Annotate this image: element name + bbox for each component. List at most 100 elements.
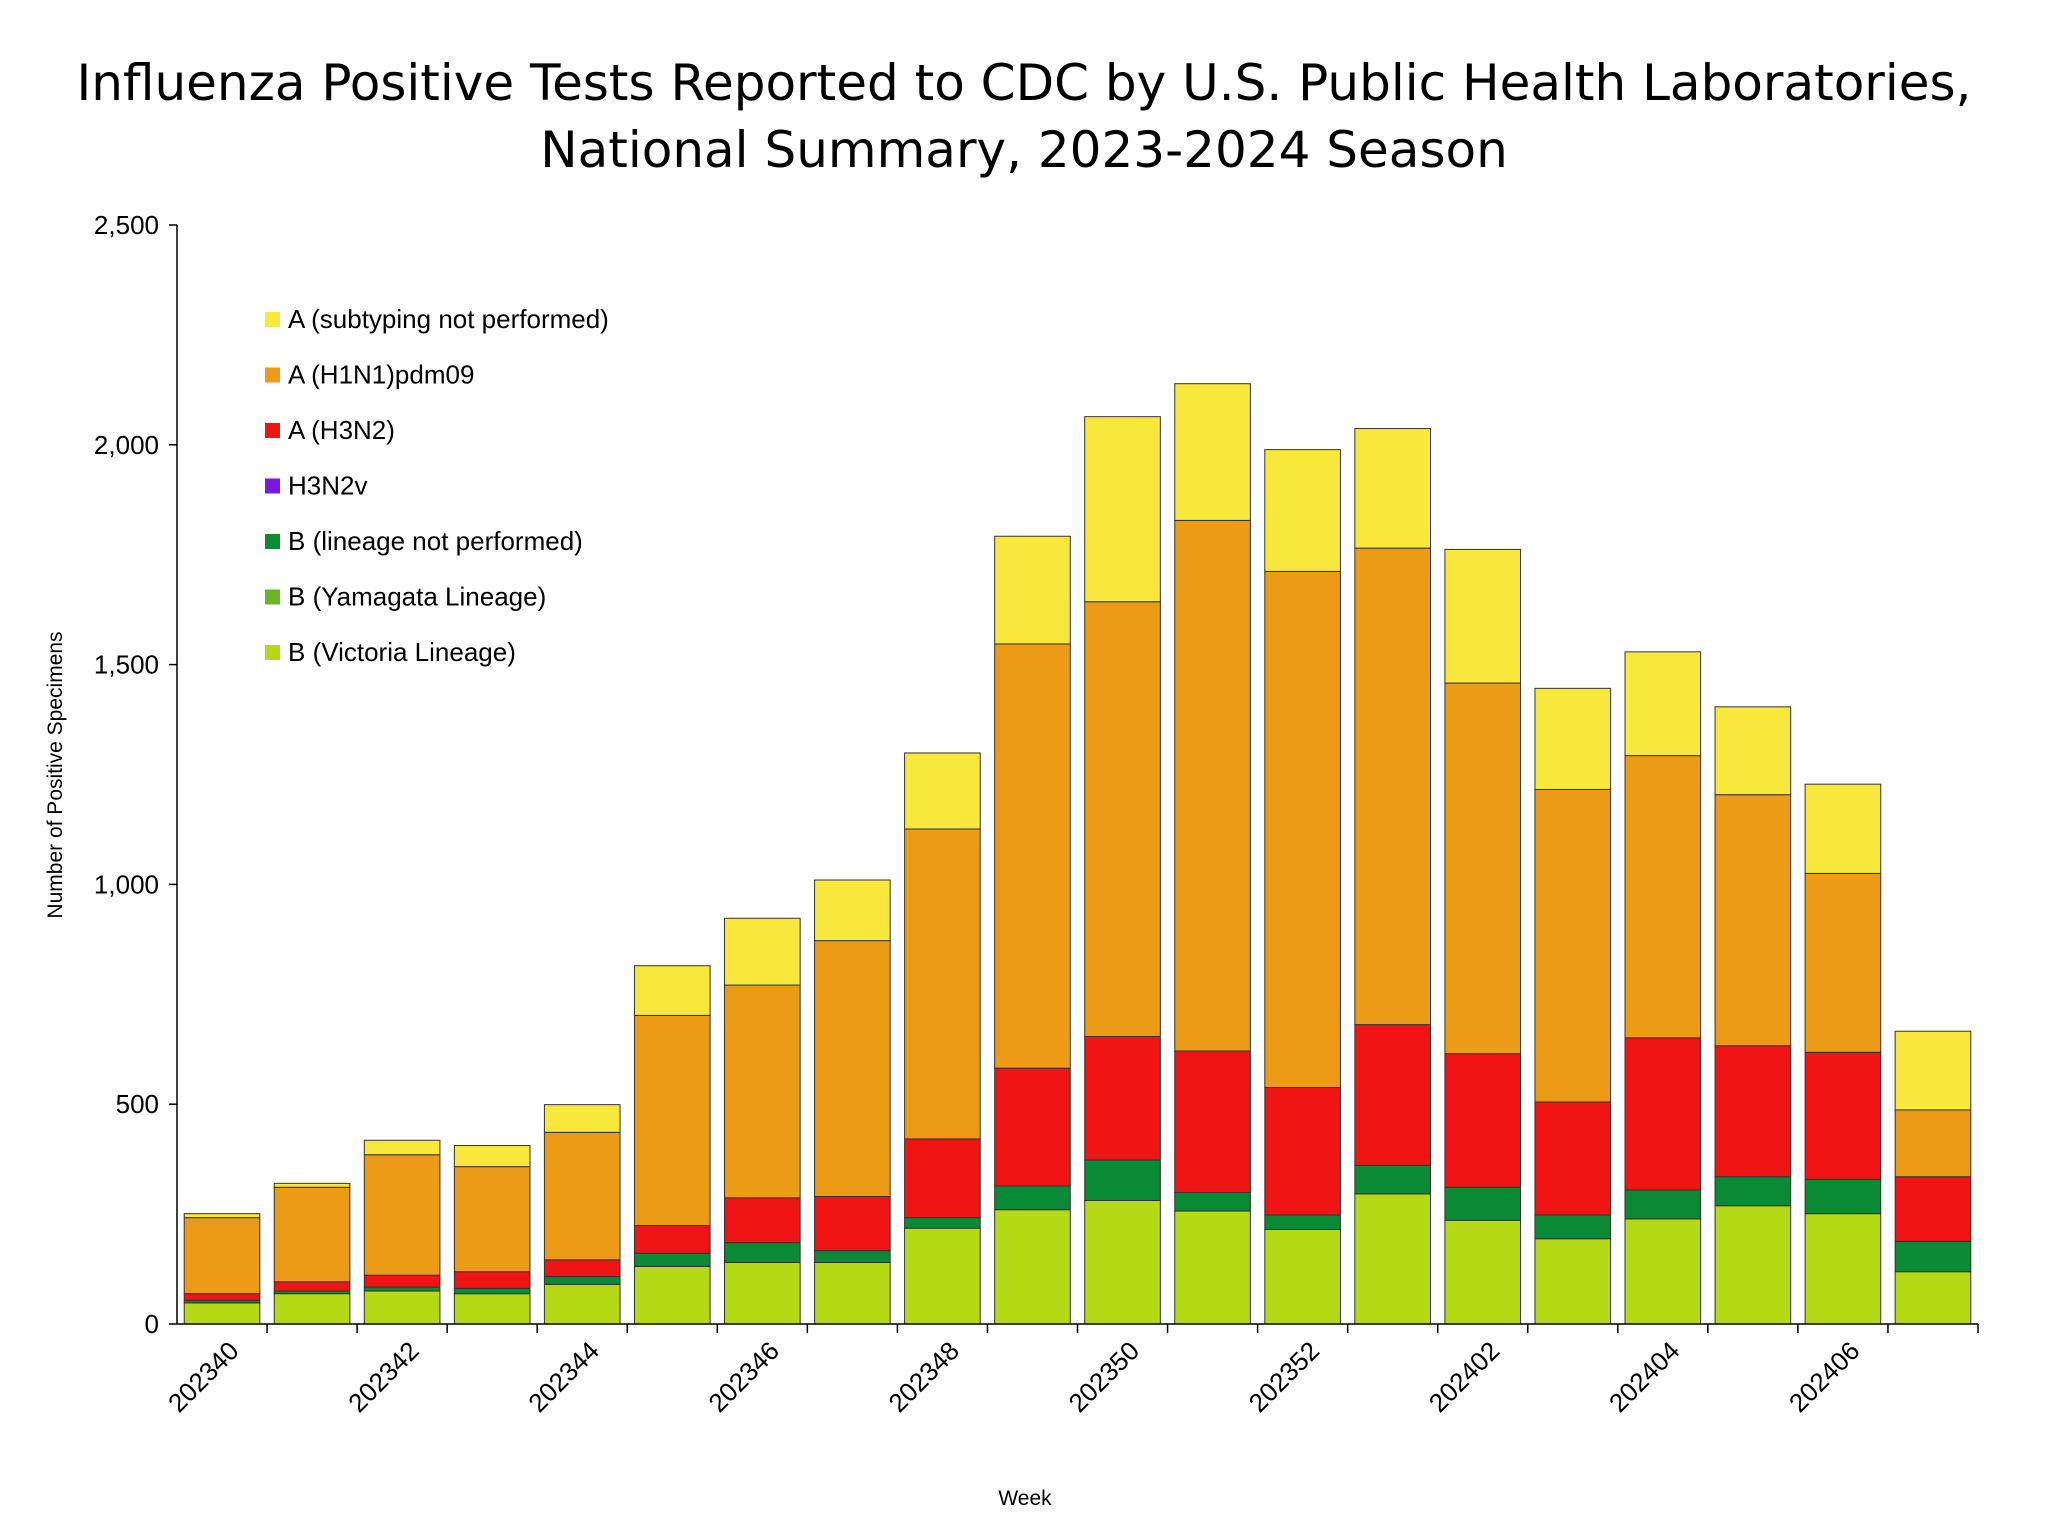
bar-segment bbox=[363, 1154, 441, 1276]
legend-swatch bbox=[265, 645, 280, 660]
legend-swatch bbox=[265, 367, 280, 383]
bar-segment bbox=[1894, 1271, 1972, 1325]
bar-segment bbox=[1354, 1193, 1431, 1325]
bar-segment bbox=[1264, 449, 1341, 572]
y-tick-label: 2,000 bbox=[94, 430, 159, 460]
bar-segment bbox=[1714, 1045, 1792, 1178]
bar-segment bbox=[1444, 1219, 1522, 1325]
bar-segment bbox=[633, 1252, 711, 1267]
bar-segment bbox=[1264, 570, 1341, 1088]
bar-segment bbox=[363, 1139, 441, 1156]
legend-swatch bbox=[265, 534, 280, 549]
x-tick-label: 202404 bbox=[1603, 1335, 1686, 1418]
bar-segment bbox=[1444, 1053, 1522, 1188]
y-tick-label: 500 bbox=[116, 1089, 159, 1119]
bar-segment bbox=[1894, 1109, 1972, 1178]
bar-segment bbox=[1174, 519, 1251, 1052]
x-tick-label: 202340 bbox=[162, 1335, 245, 1418]
bar-segment bbox=[543, 1104, 621, 1133]
bar-segment bbox=[1534, 1101, 1612, 1216]
bar-segment bbox=[453, 1166, 531, 1273]
bar-segment bbox=[1084, 416, 1161, 603]
bar-segment bbox=[814, 1261, 891, 1325]
bar-segment bbox=[994, 1067, 1071, 1187]
bar-segment bbox=[1804, 783, 1882, 874]
bar-segment bbox=[1894, 1240, 1972, 1273]
bar-segment bbox=[543, 1276, 621, 1285]
bar-segment bbox=[1804, 1178, 1882, 1215]
bar-segment bbox=[453, 1293, 531, 1325]
x-tick-label: 202342 bbox=[342, 1335, 425, 1418]
bar-segment bbox=[1174, 383, 1251, 521]
bar-segment bbox=[1174, 1210, 1251, 1325]
bar-segment bbox=[363, 1290, 441, 1325]
bar-segment bbox=[994, 643, 1071, 1069]
bar-segment bbox=[724, 917, 801, 986]
bar-segment bbox=[183, 1302, 261, 1325]
x-tick-label: 202402 bbox=[1423, 1335, 1506, 1418]
bar-segment bbox=[724, 1261, 801, 1325]
bar-segment bbox=[994, 1209, 1071, 1325]
bar-segment bbox=[1534, 1214, 1612, 1240]
legend-label: A (H1N1)pdm09 bbox=[288, 360, 474, 390]
bar-segment bbox=[183, 1293, 261, 1301]
x-tick-label: 202348 bbox=[882, 1335, 965, 1418]
bar-segment bbox=[1534, 1238, 1612, 1325]
bar-segment bbox=[1714, 1205, 1792, 1325]
bar-segment bbox=[543, 1283, 621, 1325]
bar-segment bbox=[273, 1182, 351, 1188]
legend-swatch bbox=[265, 423, 280, 438]
legend-label: B (Victoria Lineage) bbox=[288, 637, 516, 667]
bar-segment bbox=[1084, 1159, 1161, 1201]
bar-segment bbox=[814, 1250, 891, 1263]
bar-segment bbox=[1354, 428, 1431, 549]
x-axis-label: Week bbox=[998, 1487, 1052, 1510]
bar-segment bbox=[1624, 1037, 1702, 1191]
bar-segment bbox=[904, 828, 981, 1140]
bar-segment bbox=[1714, 706, 1792, 796]
bar-segment bbox=[1804, 1051, 1882, 1180]
bar-segment bbox=[1534, 788, 1612, 1103]
bar-segment bbox=[1354, 1024, 1431, 1166]
y-tick-label: 1,500 bbox=[94, 650, 159, 680]
bar-segment bbox=[1534, 687, 1612, 790]
chart-title: National Summary, 2023-2024 Season bbox=[540, 121, 1508, 179]
bar-segment bbox=[1264, 1086, 1341, 1216]
bar-segment bbox=[1894, 1176, 1972, 1242]
y-tick-label: 0 bbox=[145, 1309, 159, 1339]
bar-segment bbox=[724, 1197, 801, 1244]
bar-segment bbox=[1624, 651, 1702, 757]
bar-segment bbox=[994, 1185, 1071, 1211]
x-tick-label: 202352 bbox=[1243, 1335, 1326, 1418]
bar-segment bbox=[273, 1293, 351, 1325]
chart-title: Influenza Positive Tests Reported to CDC… bbox=[77, 54, 1972, 112]
bar-segment bbox=[1174, 1050, 1251, 1194]
legend-swatch bbox=[265, 589, 280, 605]
legend-label: A (H3N2) bbox=[288, 415, 395, 445]
bar-segment bbox=[543, 1131, 621, 1261]
bar-segment bbox=[633, 965, 711, 1016]
x-tick-label: 202344 bbox=[522, 1335, 605, 1418]
bar-segment bbox=[183, 1213, 261, 1219]
bar-segment bbox=[1354, 1164, 1431, 1195]
bar-segment bbox=[1714, 794, 1792, 1047]
y-tick-label: 2,500 bbox=[94, 210, 159, 240]
bar-segment bbox=[814, 940, 891, 1198]
bar-segment bbox=[724, 984, 801, 1199]
bar-segment bbox=[904, 752, 981, 830]
bar-segment bbox=[363, 1274, 441, 1288]
bar-segment bbox=[814, 1196, 891, 1252]
bar-segment bbox=[1174, 1192, 1251, 1212]
bar-segment bbox=[633, 1225, 711, 1254]
bar-segment bbox=[904, 1138, 981, 1219]
bar-segment bbox=[633, 1014, 711, 1227]
x-tick-label: 202346 bbox=[702, 1335, 785, 1418]
bar-segment bbox=[1714, 1176, 1792, 1207]
bar-segment bbox=[1624, 755, 1702, 1039]
legend-label: B (Yamagata Lineage) bbox=[288, 582, 546, 612]
bar-segment bbox=[814, 879, 891, 942]
bar-segment bbox=[633, 1265, 711, 1325]
bar-segment bbox=[904, 1217, 981, 1229]
bar-segment bbox=[1264, 1214, 1341, 1230]
bar-segment bbox=[1354, 547, 1431, 1026]
